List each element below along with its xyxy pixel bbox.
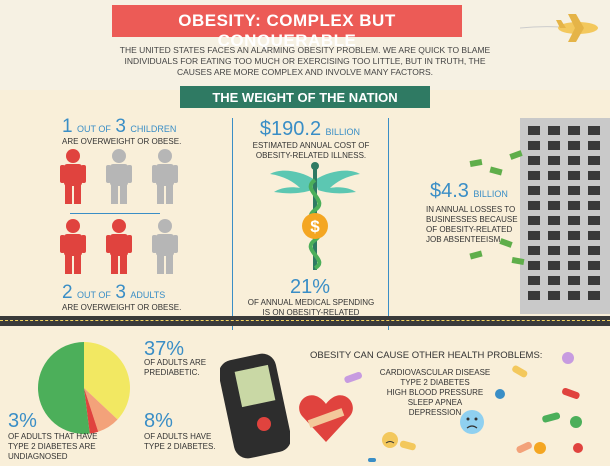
person-icon [152,219,178,274]
caduceus-icon: $ [270,162,360,270]
cost-unit: BILLION [325,127,361,137]
building-icon [520,118,610,314]
undiagnosed-desc: OF ADULTS THAT HAVE TYPE 2 DIABETES ARE … [8,432,98,461]
adult-figures [56,218,194,281]
person-icon [106,219,132,274]
health-item: DEPRESSION [408,408,462,417]
diabetes-desc: OF ADULTS HAVE TYPE 2 DIABETES. [144,432,216,451]
cost-stat: $190.2 BILLION [240,118,380,141]
pie-slice [84,388,99,434]
health-item: CARDIOVASCULAR DISEASE [379,368,491,377]
pie-slice [84,388,118,432]
children-group: CHILDREN [130,124,177,134]
pills-icon [344,352,583,462]
adults-group: ADULTS [130,290,166,300]
prediabetic-desc: OF ADULTS ARE PREDIABETIC. [144,358,207,377]
person-icon [60,219,86,274]
health-heading: OBESITY CAN CAUSE OTHER HEALTH PROBLEMS: [310,350,543,361]
adults-num2: 3 [115,282,126,303]
pie-slice [84,342,130,420]
children-num1: 1 [62,116,73,137]
prediabetic-stat: 37% [144,338,184,361]
adults-desc: ARE OVERWEIGHT OR OBESE. [62,303,182,312]
money-icon [469,150,525,265]
person-icon [152,149,178,204]
heart-icon [299,395,353,442]
subtitle-banner: THE WEIGHT OF THE NATION [180,86,430,108]
adults-out-of: OUT OF [77,290,111,300]
person-icon [60,149,86,204]
undiagnosed-pct: 3% [8,410,37,432]
business-unit: BILLION [473,189,508,199]
intro-text: THE UNITED STATES FACES AN ALARMING OBES… [119,45,491,77]
children-desc: ARE OVERWEIGHT OR OBESE. [62,137,182,146]
adults-num1: 2 [62,282,73,303]
health-item: HIGH BLOOD PRESSURE [386,388,484,397]
subtitle: THE WEIGHT OF THE NATION [212,90,398,105]
road [0,316,610,326]
glucose-meter-icon [220,353,290,459]
cost-desc: ESTIMATED ANNUAL COST OF OBESITY-RELATED… [252,141,370,160]
pie-slice [38,342,90,434]
person-icon [106,149,132,204]
cost-amount: $190.2 [259,118,322,140]
divider [388,118,389,330]
page-title: OBESITY: COMPLEX BUT CONQUERABLE [178,11,396,50]
business-desc: IN ANNUAL LOSSES TO BUSINESSES BECAUSE O… [426,205,518,244]
adults-stat: 2 OUT OF 3 ADULTS [62,282,165,304]
children-stat: 1 OUT OF 3 CHILDREN [62,116,176,138]
medical-stat: 21% [240,276,380,299]
health-item: SLEEP APNEA [407,398,463,407]
title-banner: OBESITY: COMPLEX BUT CONQUERABLE [112,5,462,50]
children-out-of: OUT OF [77,124,111,134]
road-line [0,320,610,321]
airplane-icon [520,14,598,42]
health-list: CARDIOVASCULAR DISEASE TYPE 2 DIABETES H… [370,368,500,418]
divider [232,118,233,330]
business-amount: $4.3 [430,180,469,202]
divider [70,213,160,214]
svg-text:$: $ [310,217,320,236]
prediabetic-pct: 37% [144,338,185,360]
undiagnosed-stat: 3% [8,410,37,433]
diabetes-stat: 8% [144,410,173,433]
pie-chart [38,342,130,434]
children-figures [56,148,194,211]
diabetes-pct: 8% [144,410,173,432]
business-stat: $4.3 BILLION [430,180,508,203]
health-item: TYPE 2 DIABETES [400,378,470,387]
children-num2: 3 [115,116,126,137]
medical-pct: 21% [289,276,331,298]
